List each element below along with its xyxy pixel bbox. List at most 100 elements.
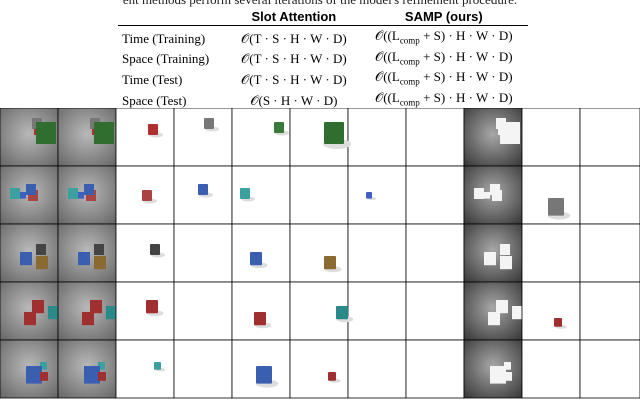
slot-object [256, 366, 272, 384]
mask-object [496, 300, 508, 314]
scene-object [84, 184, 94, 195]
scene-object [84, 366, 100, 384]
table-body: Time (Training) 𝒪(T · S · H · W · D) 𝒪((Lc… [118, 26, 528, 112]
scene-object [36, 122, 56, 144]
grid-cell [231, 108, 291, 167]
grid-cell [173, 108, 233, 167]
header-row: Slot Attention SAMP (ours) [118, 8, 528, 26]
grid-cell [579, 165, 640, 225]
image-grid [0, 108, 640, 399]
formula-part: 𝒪((L [375, 48, 400, 64]
formula-part: + S) · H · W · D) [419, 48, 513, 64]
slot-object [336, 306, 348, 320]
mask-object [488, 312, 500, 326]
scene-object [106, 306, 118, 320]
header-cell: Slot Attention [228, 8, 360, 26]
slot-object [198, 184, 208, 195]
mask-object [474, 188, 484, 199]
grid-cell [347, 108, 407, 167]
slot-object [150, 244, 160, 255]
grid-cell [579, 281, 640, 341]
grid-cell [289, 339, 349, 399]
scene-object [94, 256, 106, 270]
grid-cell [521, 108, 581, 167]
slot-object [254, 312, 266, 326]
slot-object [274, 122, 284, 133]
scene-object [10, 188, 20, 199]
formula-part: + S) · H · W · D) [419, 69, 513, 85]
slot-object [204, 118, 214, 129]
table-row: Time (Training) 𝒪(T · S · H · W · D) 𝒪((Lc… [118, 26, 528, 49]
grid-cell [115, 165, 175, 225]
grid-cell [231, 281, 291, 341]
formula-subscript: comp [399, 97, 420, 108]
formula-part: 𝒪((L [375, 28, 400, 43]
slot-object [154, 362, 161, 370]
grid-cell [347, 281, 407, 341]
grid-cell [579, 108, 640, 167]
mask-object [490, 366, 506, 384]
slot-object [324, 122, 344, 144]
scene-object [94, 122, 114, 144]
grid-cell [521, 339, 581, 399]
grid-cell [173, 223, 233, 283]
mask-object [500, 122, 520, 144]
formula-part: 𝒪((L [375, 69, 400, 85]
grid-cell [289, 165, 349, 225]
scene-object [26, 366, 42, 384]
scene-object [78, 192, 84, 199]
table-row: Space (Training) 𝒪(T · S · H · W · D) 𝒪((L… [118, 49, 528, 70]
scene-object [28, 190, 38, 201]
scene-object [78, 252, 90, 266]
grid-cell [521, 223, 581, 283]
grid-cell [405, 339, 465, 399]
slot-object [146, 300, 158, 314]
header-cell: SAMP (ours) [359, 8, 528, 26]
scene-object [98, 362, 105, 370]
mask-object [484, 252, 496, 266]
grid-cell [347, 339, 407, 399]
grid-cell [405, 223, 465, 283]
caption: ent methods perform several iterations o… [0, 0, 640, 8]
grid-cell [115, 108, 175, 167]
slot-object [366, 192, 372, 199]
formula-subscript: comp [399, 76, 420, 87]
scene-object [36, 256, 48, 270]
scene-object [82, 312, 94, 326]
mask-object [504, 362, 511, 370]
grid-cell [173, 339, 233, 399]
slot-complexity: 𝒪(S · H · W · D) [228, 89, 360, 112]
grid-cell [347, 165, 407, 225]
scene-object [90, 300, 102, 314]
formula-subscript: comp [399, 35, 420, 46]
scene-object [36, 244, 46, 255]
grid-cell [405, 108, 465, 167]
scene-object [32, 300, 44, 314]
mask-object [492, 190, 502, 201]
samp-complexity: 𝒪((Lcomp + S) · H · W · D) [360, 69, 528, 90]
scene-object [24, 312, 36, 326]
grid-cell [579, 223, 640, 283]
scene-object [94, 244, 104, 255]
scene-object [68, 188, 78, 199]
row-label: Space (Training) [122, 51, 210, 67]
slot-object [548, 198, 564, 216]
grid-cell [173, 281, 233, 341]
row-label: Time (Training) [122, 30, 206, 46]
scene-object [48, 306, 60, 320]
formula-part: + S) · H · W · D) [419, 28, 513, 43]
scene-object [86, 190, 96, 201]
header-cell [118, 8, 229, 26]
scene-object [20, 192, 26, 199]
table-row: Time (Test) 𝒪(T · S · H · W · D) 𝒪((Lcomp … [118, 69, 528, 90]
mask-object [500, 256, 512, 270]
scene-object [40, 372, 48, 381]
slot-complexity: 𝒪(T · S · H · W · D) [241, 51, 347, 67]
grid-cell [289, 223, 349, 283]
grid-cell [115, 339, 175, 399]
table-row: Space (Test) 𝒪(S · H · W · D) 𝒪((Lcomp + S… [118, 89, 528, 112]
mask-object [512, 306, 524, 320]
samp-complexity: 𝒪((Lcomp + S) · H · W · D) [360, 26, 528, 49]
formula-part: 𝒪((L [375, 89, 400, 105]
grid-cell [347, 223, 407, 283]
